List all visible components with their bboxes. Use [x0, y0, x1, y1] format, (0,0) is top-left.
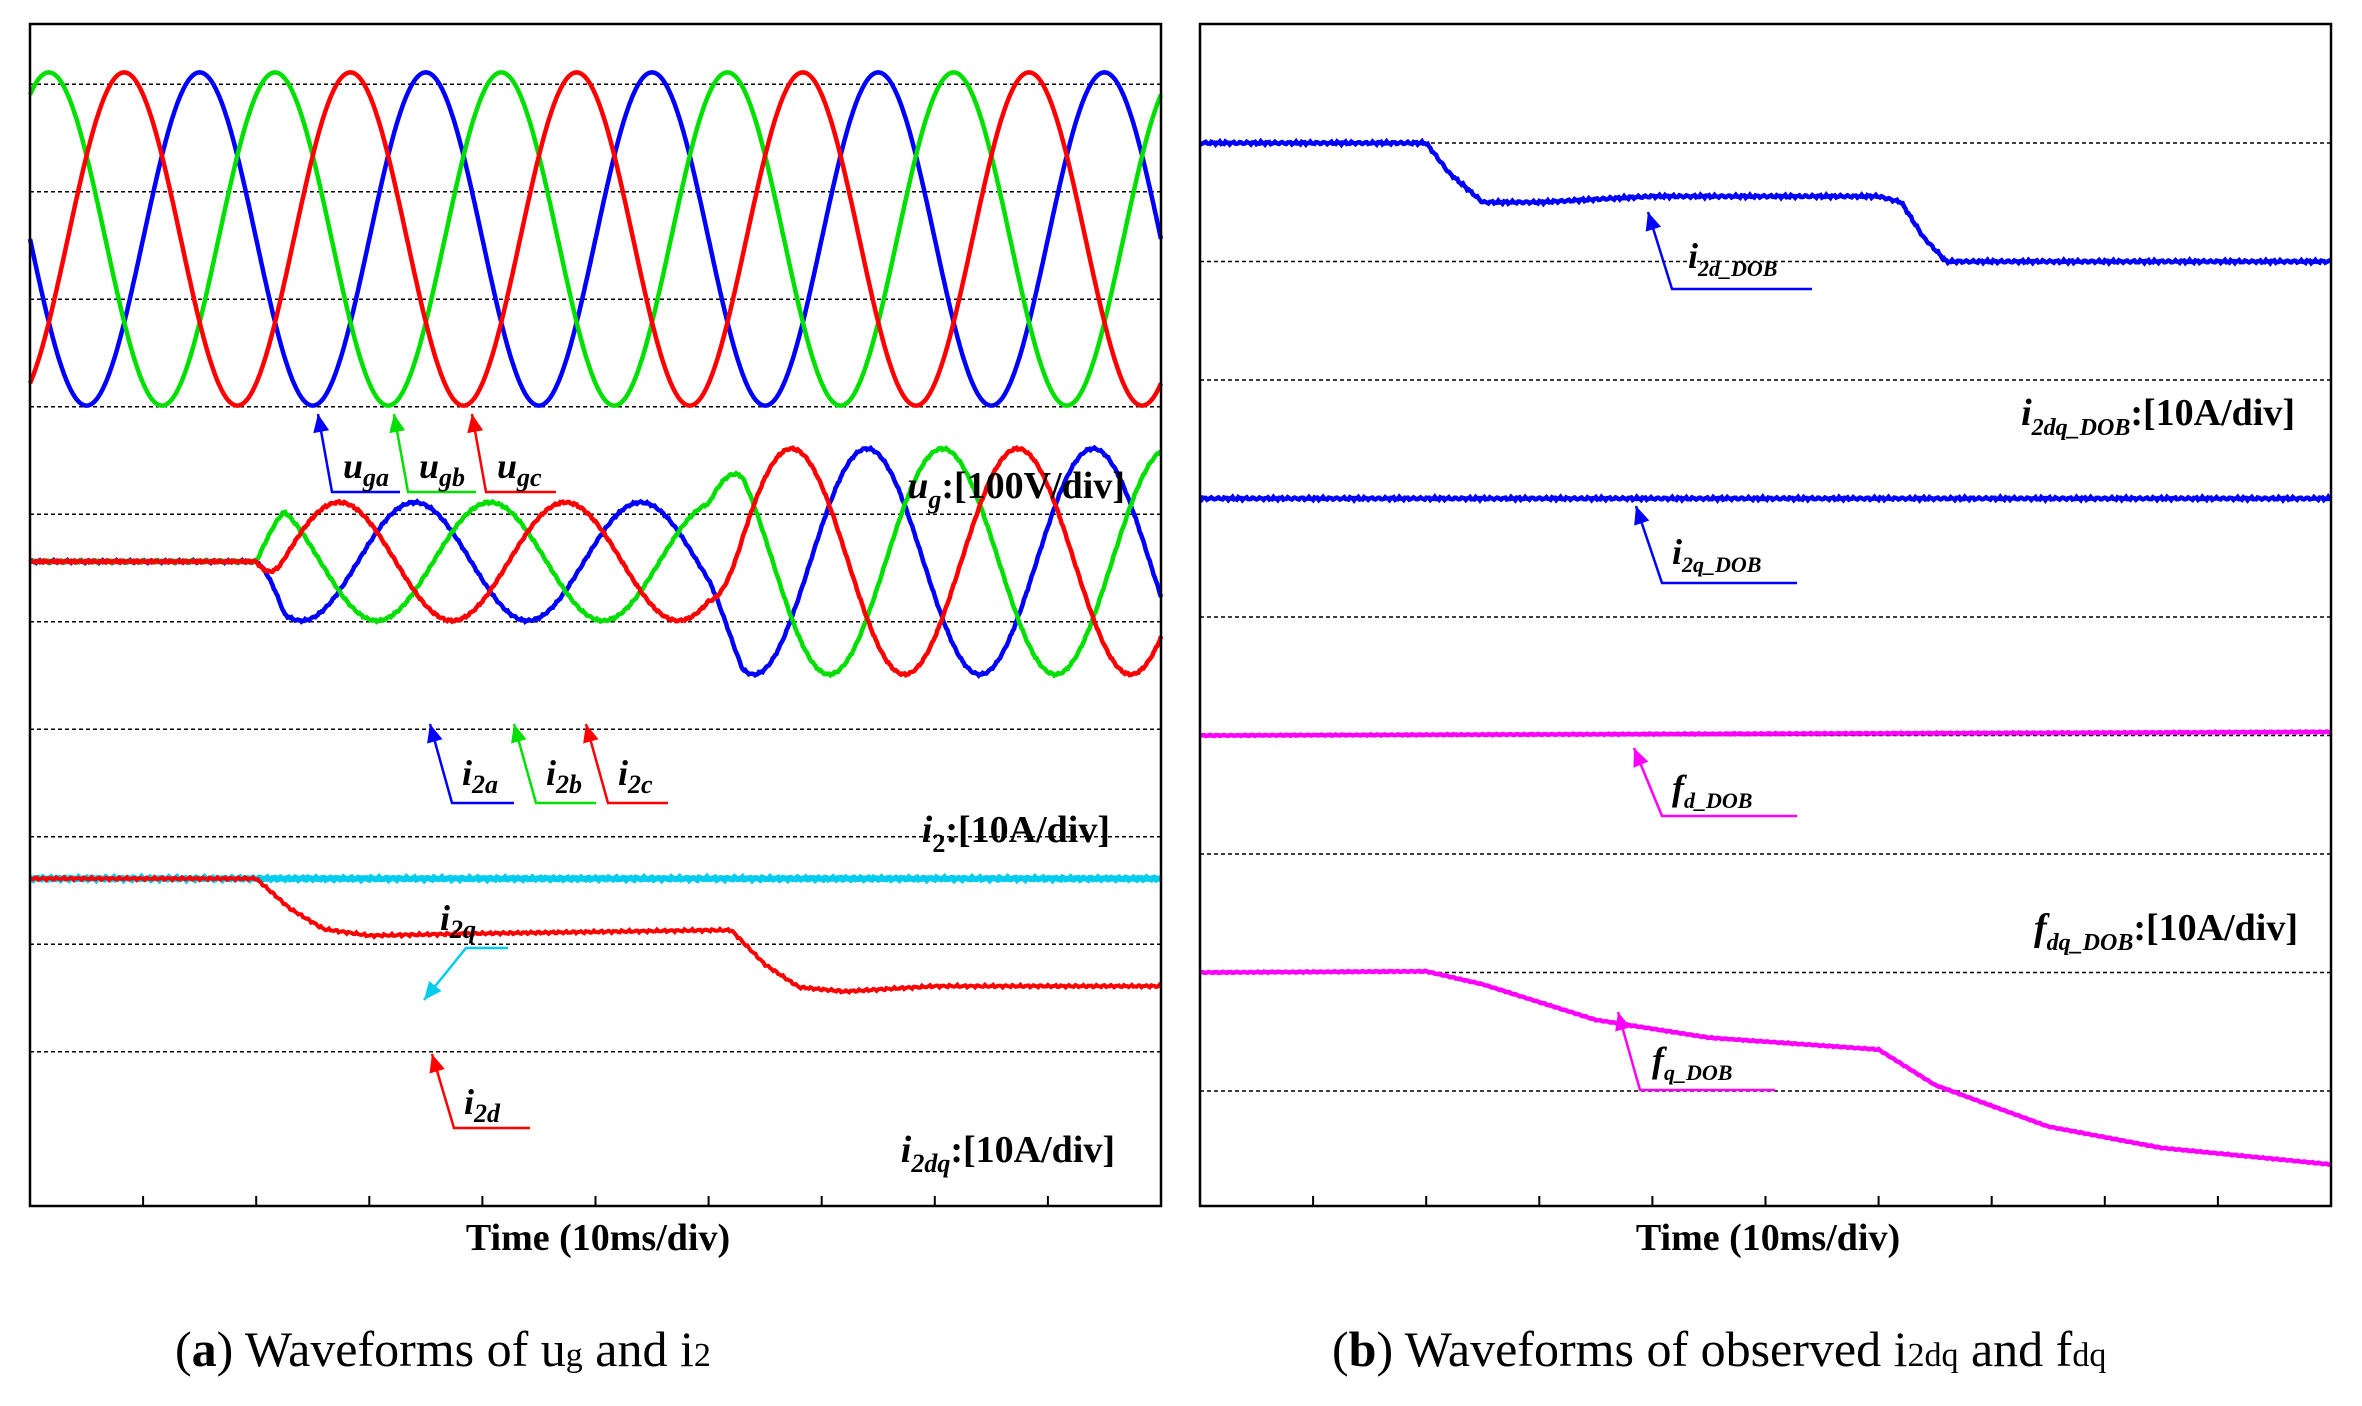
series-u_gb [27, 70, 1164, 408]
callout-i_2b: i2b [511, 723, 596, 805]
panel-b-x-axis-title: Time (10ms/div) [1636, 1217, 1900, 1259]
callout-arrow-u_gc [467, 414, 484, 434]
panel-a: uga ugb ugc i2a i2b i2c i2q i2d ug:[100V/div] i… [27, 22, 1164, 1377]
callout-line-u_ga [316, 413, 400, 494]
callout-i_2c: i2c [583, 723, 668, 805]
callout-f_d_DOB: fd_DOB [1632, 747, 1797, 818]
callout-line-f_d_DOB [1632, 747, 1797, 818]
callout-u_ga: uga [313, 413, 400, 494]
callout-line-i_2d [430, 1053, 530, 1130]
callout-arrow-i_2d_DOB [1645, 212, 1661, 232]
callout-line-i_2c [584, 723, 668, 805]
callout-arrow-f_d_DOB [1633, 748, 1649, 768]
panel-a-x-axis-title: Time (10ms/div) [466, 1217, 730, 1259]
callout-line-f_q_DOB [1616, 1011, 1775, 1092]
fdq-dob-scale-label: fdq_DOB:[10A/div] [2034, 907, 2298, 956]
panel-b: i2d_DOB i2q_DOB fd_DOB fq_DOB i2dq_DOB:[10A… [1198, 22, 2333, 1377]
series-i_2d_DOB [1198, 137, 2333, 267]
callout-u_gb: ugb [389, 413, 476, 494]
callout-arrow-i_2q_DOB [1634, 506, 1650, 526]
callout-i_2d_DOB: i2d_DOB [1645, 211, 1812, 291]
panel-a-caption: (a) Waveforms of ug and i2 [175, 1321, 711, 1377]
ug-scale-label: ug:[100V/div] [907, 465, 1125, 514]
callout-i_2d: i2d [429, 1053, 530, 1130]
panel-a-ticks [142, 1196, 1049, 1206]
series-i_2q_DOB [1198, 493, 2332, 504]
label-i_2q: i2q [440, 898, 476, 944]
callout-u_gc: ugc [467, 413, 556, 494]
label-i_2q_DOB: i2q_DOB [1672, 532, 1761, 577]
label-f_d_DOB: fd_DOB [1672, 768, 1752, 813]
callout-line-u_gb [392, 413, 476, 494]
callout-line-i_2q [423, 946, 508, 1001]
callout-arrow-i_2c [583, 724, 599, 744]
label-f_q_DOB: fq_DOB [1652, 1040, 1732, 1085]
callout-arrow-u_ga [313, 414, 330, 434]
callout-arrow-i_2a [427, 724, 443, 744]
series-i_2c [29, 444, 1164, 678]
label-i_2a: i2a [462, 753, 498, 799]
panel-b-ticks [1312, 1196, 2219, 1206]
callout-arrow-f_q_DOB [1615, 1012, 1631, 1032]
panel-b-waveforms [1198, 137, 2333, 1167]
callout-line-i_2q_DOB [1634, 505, 1797, 585]
i2-scale-label: i2:[10A/div] [922, 809, 1110, 858]
label-i_2c: i2c [618, 753, 653, 799]
callout-i_2a: i2a [427, 723, 514, 805]
callout-line-u_gc [470, 413, 556, 494]
callout-arrow-i_2b [511, 724, 527, 744]
i2dq-dob-scale-label: i2dq_DOB:[10A/div] [2021, 392, 2295, 441]
callout-arrow-i_2d [429, 1054, 445, 1074]
label-i_2b: i2b [546, 753, 582, 799]
callout-line-i_2a [428, 723, 514, 805]
callout-f_q_DOB: fq_DOB [1615, 1011, 1775, 1092]
series-i_2d [29, 874, 1163, 995]
callout-i_2q_DOB: i2q_DOB [1634, 505, 1797, 585]
callout-i_2q: i2q [423, 898, 508, 1001]
label-u_gc: ugc [497, 446, 542, 492]
series-f_q_DOB [1199, 968, 2331, 1167]
panel-a-annotations: uga ugb ugc i2a i2b i2c i2q i2d [313, 413, 668, 1130]
panel-a-waveforms [27, 70, 1164, 995]
i2dq-scale-label: i2dq:[10A/div] [901, 1129, 1115, 1178]
label-u_gb: ugb [419, 446, 465, 492]
series-u_gc [27, 70, 1164, 408]
series-u_ga [27, 70, 1164, 408]
panel-b-frame [1198, 22, 2333, 1208]
callout-line-i_2d_DOB [1646, 211, 1812, 291]
callout-arrow-i_2q [424, 981, 442, 1000]
label-i_2d_DOB: i2d_DOB [1688, 236, 1777, 281]
panel-a-frame [28, 22, 1163, 1208]
callout-arrow-u_gb [389, 414, 406, 434]
label-u_ga: uga [343, 446, 389, 492]
panel-b-caption: (b) Waveforms of observed i2dq and fdq [1332, 1321, 2106, 1377]
panel-b-annotations: i2d_DOB i2q_DOB fd_DOB fq_DOB [1615, 211, 1812, 1092]
series-f_d_DOB [1198, 729, 2332, 739]
callout-line-i_2b [512, 723, 596, 805]
label-i_2d: i2d [464, 1082, 501, 1128]
